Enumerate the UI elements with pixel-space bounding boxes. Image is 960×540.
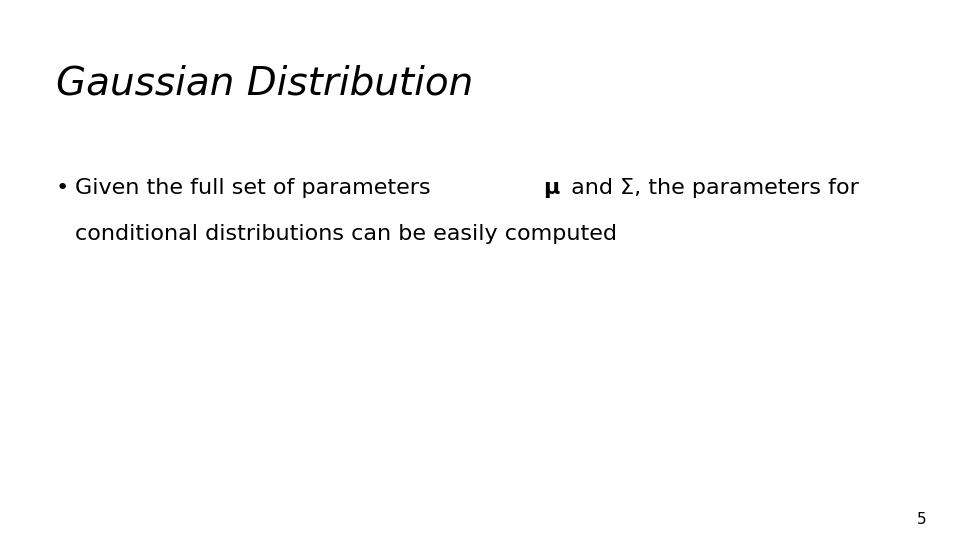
Text: 5: 5	[917, 511, 926, 526]
Text: Gaussian Distribution: Gaussian Distribution	[56, 65, 473, 103]
Text: Given the full set of parameters: Given the full set of parameters	[75, 178, 438, 198]
Text: •: •	[56, 178, 69, 198]
Text: conditional distributions can be easily computed: conditional distributions can be easily …	[75, 224, 617, 244]
Text: μ: μ	[543, 178, 560, 198]
Text: and Σ, the parameters for: and Σ, the parameters for	[564, 178, 859, 198]
